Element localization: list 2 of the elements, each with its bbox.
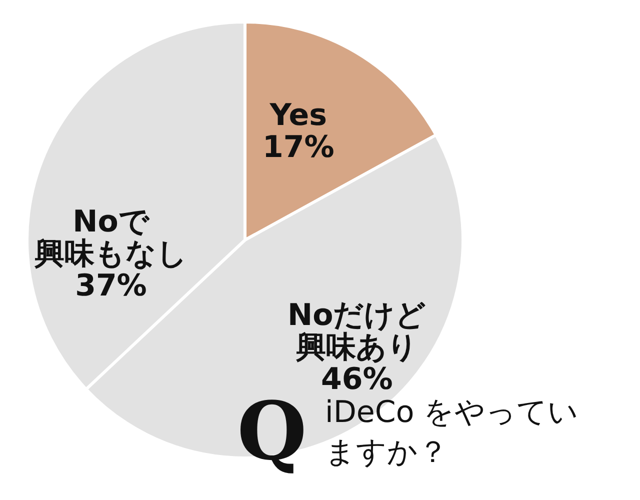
- text: iDeCo をやっていますか？: [325, 395, 579, 470]
- text: Q: [237, 384, 307, 478]
